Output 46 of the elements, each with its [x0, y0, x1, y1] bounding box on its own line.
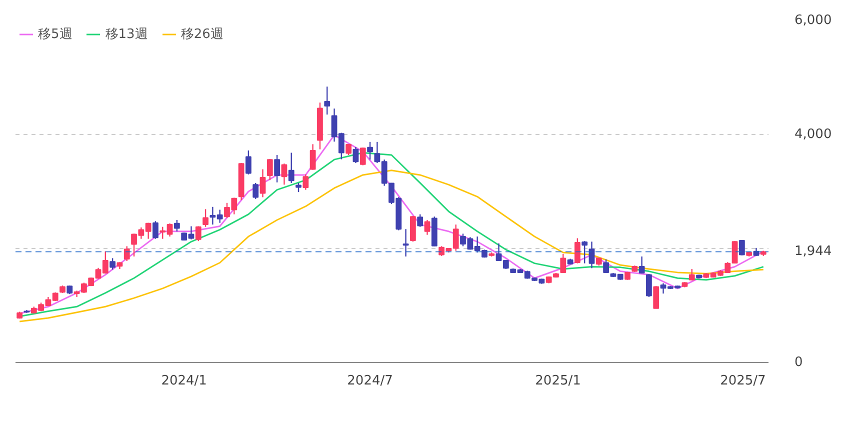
- ref-line-label: 1,944: [794, 244, 832, 260]
- candlestick: [346, 144, 352, 156]
- candlestick: [260, 168, 266, 198]
- candlestick: [310, 144, 316, 170]
- candlestick: [124, 246, 130, 262]
- candlestick: [246, 150, 252, 175]
- legend-label: 移26週: [180, 26, 224, 43]
- candlestick: [424, 219, 430, 236]
- legend-label: 移5週: [38, 26, 72, 43]
- x-tick-label: 2024/1: [161, 374, 207, 388]
- candlestick: [352, 146, 359, 164]
- candlestick: [274, 154, 280, 183]
- candlestick: [574, 238, 580, 264]
- candlestick: [688, 268, 695, 282]
- candlestick: [638, 256, 645, 274]
- x-tick-label: 2025/1: [535, 374, 581, 388]
- candlestick: [195, 226, 202, 242]
- candlestick: [653, 286, 660, 309]
- candlestick: [281, 162, 288, 186]
- candlestick: [738, 239, 745, 256]
- legend-label: 移13週: [105, 26, 148, 43]
- candlestick: [367, 141, 373, 160]
- candlestick: [296, 182, 302, 193]
- candlestick: [582, 240, 588, 264]
- candlestick: [324, 86, 330, 116]
- candlestick: [360, 147, 366, 166]
- candlestick: [288, 152, 294, 184]
- candlestick: [174, 219, 180, 232]
- candlestick: [646, 274, 652, 298]
- y-tick-label: 6,000: [794, 13, 832, 28]
- y-tick-label: 4,000: [794, 127, 832, 142]
- candlestick: [560, 253, 566, 274]
- candlestick: [588, 241, 595, 269]
- candlestick: [252, 182, 259, 200]
- x-tick-label: 2025/7: [720, 374, 766, 388]
- candlestick: [410, 215, 416, 242]
- candlestick: [202, 208, 208, 228]
- candlestick: [266, 158, 273, 181]
- y-tick-label: 0: [794, 355, 803, 370]
- candlestick: [402, 228, 409, 258]
- candlestick: [417, 214, 424, 228]
- candlestick: [302, 174, 309, 190]
- candlestick: [152, 220, 158, 240]
- x-tick-label: 2024/7: [347, 374, 393, 388]
- candlestick: [603, 258, 609, 274]
- candlestick: [110, 258, 116, 270]
